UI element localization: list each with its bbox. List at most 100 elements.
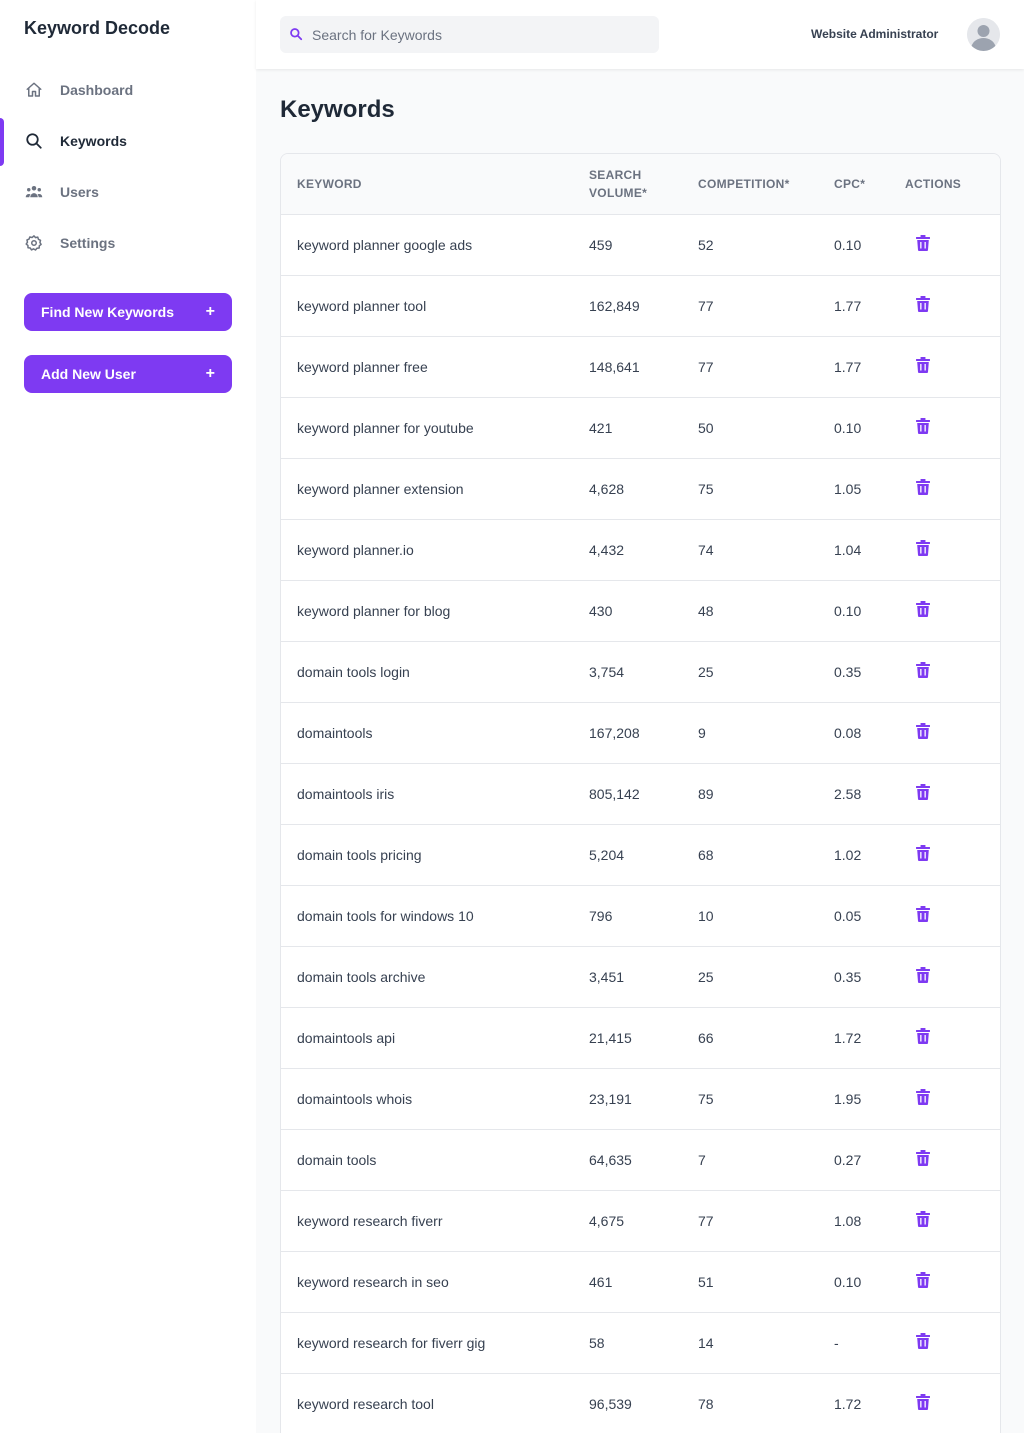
keyword-cell: domaintools api <box>281 1007 589 1069</box>
table-row[interactable]: keyword planner extension 4,628 75 1.05 <box>281 458 1000 520</box>
search-volume-cell: 421 <box>589 397 698 459</box>
table-row[interactable]: keyword planner for youtube 421 50 0.10 <box>281 397 1000 459</box>
sidebar-item-label: Users <box>60 183 99 200</box>
actions-cell <box>905 275 1000 337</box>
trash-icon[interactable] <box>916 296 930 312</box>
search-volume-cell: 58 <box>589 1312 698 1374</box>
keyword-cell: keyword planner tool <box>281 275 589 337</box>
competition-cell: 10 <box>698 885 834 947</box>
keyword-cell: keyword planner.io <box>281 519 589 581</box>
search-volume-cell: 23,191 <box>589 1068 698 1130</box>
sidebar-item-settings[interactable]: Settings <box>0 217 256 268</box>
competition-cell: 74 <box>698 519 834 581</box>
table-row[interactable]: domaintools iris 805,142 89 2.58 <box>281 763 1000 825</box>
table-row[interactable]: keyword research tool 96,539 78 1.72 <box>281 1373 1000 1433</box>
trash-icon[interactable] <box>916 235 930 251</box>
actions-cell <box>905 214 1000 276</box>
search-volume-cell: 3,451 <box>589 946 698 1008</box>
find-new-keywords-button[interactable]: Find New Keywords + <box>24 293 232 331</box>
trash-icon[interactable] <box>916 1089 930 1105</box>
table-row[interactable]: domain tools login 3,754 25 0.35 <box>281 641 1000 703</box>
table-row[interactable]: domain tools archive 3,451 25 0.35 <box>281 946 1000 1008</box>
cpc-cell: 1.02 <box>834 824 905 886</box>
keyword-cell: keyword research fiverr <box>281 1190 589 1252</box>
competition-cell: 25 <box>698 946 834 1008</box>
table-row[interactable]: keyword planner.io 4,432 74 1.04 <box>281 519 1000 581</box>
search-volume-cell: 805,142 <box>589 763 698 825</box>
sidebar-item-users[interactable]: Users <box>0 166 256 217</box>
trash-icon[interactable] <box>916 1028 930 1044</box>
table-row[interactable]: keyword research in seo 461 51 0.10 <box>281 1251 1000 1313</box>
table-row[interactable]: domain tools for windows 10 796 10 0.05 <box>281 885 1000 947</box>
table-row[interactable]: keyword planner free 148,641 77 1.77 <box>281 336 1000 398</box>
button-label: Add New User <box>41 366 136 382</box>
add-new-user-button[interactable]: Add New User + <box>24 355 232 393</box>
keyword-cell: keyword research for fiverr gig <box>281 1312 589 1374</box>
trash-icon[interactable] <box>916 723 930 739</box>
actions-cell <box>905 397 1000 459</box>
actions-cell <box>905 763 1000 825</box>
user-name[interactable]: Website Administrator <box>811 27 939 41</box>
trash-icon[interactable] <box>916 906 930 922</box>
keyword-cell: domain tools <box>281 1129 589 1191</box>
competition-cell: 66 <box>698 1007 834 1069</box>
search-volume-cell: 3,754 <box>589 641 698 703</box>
table-row[interactable]: domaintools api 21,415 66 1.72 <box>281 1007 1000 1069</box>
trash-icon[interactable] <box>916 540 930 556</box>
trash-icon[interactable] <box>916 418 930 434</box>
search-input[interactable] <box>312 26 642 43</box>
actions-cell <box>905 1007 1000 1069</box>
actions-cell <box>905 1373 1000 1433</box>
search-volume-cell: 796 <box>589 885 698 947</box>
actions-cell <box>905 1312 1000 1374</box>
top-header: Website Administrator <box>256 0 1024 69</box>
table-body: keyword planner google ads 459 52 0.10 keywo… <box>281 214 1000 1433</box>
trash-icon[interactable] <box>916 967 930 983</box>
table-row[interactable]: domaintools 167,208 9 0.08 <box>281 702 1000 764</box>
table-row[interactable]: keyword research for fiverr gig 58 14- <box>281 1312 1000 1374</box>
table-header-row: KEYWORD SEARCH VOLUME* COMPETITION* CPC*… <box>281 154 1000 215</box>
competition-cell: 51 <box>698 1251 834 1313</box>
search-volume-cell: 96,539 <box>589 1373 698 1433</box>
trash-icon[interactable] <box>916 479 930 495</box>
trash-icon[interactable] <box>916 357 930 373</box>
table-row[interactable]: domain tools 64,635 7 0.27 <box>281 1129 1000 1191</box>
avatar[interactable] <box>967 18 1000 51</box>
table-row[interactable]: keyword planner google ads 459 52 0.10 <box>281 214 1000 276</box>
trash-icon[interactable] <box>916 1211 930 1227</box>
sidebar-item-dashboard[interactable]: Dashboard <box>0 64 256 115</box>
brand-logo[interactable]: Keyword Decode <box>24 18 171 38</box>
trash-icon[interactable] <box>916 784 930 800</box>
cpc-cell: 0.35 <box>834 641 905 703</box>
cpc-cell: 1.72 <box>834 1007 905 1069</box>
search-volume-cell: 21,415 <box>589 1007 698 1069</box>
home-icon <box>24 80 44 100</box>
trash-icon[interactable] <box>916 662 930 678</box>
search-volume-cell: 461 <box>589 1251 698 1313</box>
table-row[interactable]: keyword research fiverr 4,675 77 1.08 <box>281 1190 1000 1252</box>
user-avatar-icon <box>967 18 1000 51</box>
cpc-cell: 1.77 <box>834 275 905 337</box>
table-row[interactable]: domaintools whois 23,191 75 1.95 <box>281 1068 1000 1130</box>
sidebar-nav: Dashboard Keywords Users Settings <box>0 64 256 268</box>
table-row[interactable]: domain tools pricing 5,204 68 1.02 <box>281 824 1000 886</box>
search-volume-cell: 167,208 <box>589 702 698 764</box>
keyword-cell: domaintools whois <box>281 1068 589 1130</box>
trash-icon[interactable] <box>916 1394 930 1410</box>
trash-icon[interactable] <box>916 601 930 617</box>
competition-cell: 75 <box>698 458 834 520</box>
sidebar-item-keywords[interactable]: Keywords <box>0 115 256 166</box>
table-row[interactable]: keyword planner tool 162,849 77 1.77 <box>281 275 1000 337</box>
table-row[interactable]: keyword planner for blog 430 48 0.10 <box>281 580 1000 642</box>
keyword-cell: domaintools <box>281 702 589 764</box>
competition-cell: 52 <box>698 214 834 276</box>
competition-cell: 89 <box>698 763 834 825</box>
search-box[interactable] <box>280 16 659 53</box>
column-header-keyword: KEYWORD <box>281 154 589 215</box>
trash-icon[interactable] <box>916 1150 930 1166</box>
trash-icon[interactable] <box>916 1333 930 1349</box>
trash-icon[interactable] <box>916 1272 930 1288</box>
search-volume-cell: 162,849 <box>589 275 698 337</box>
cpc-cell: 0.10 <box>834 580 905 642</box>
trash-icon[interactable] <box>916 845 930 861</box>
